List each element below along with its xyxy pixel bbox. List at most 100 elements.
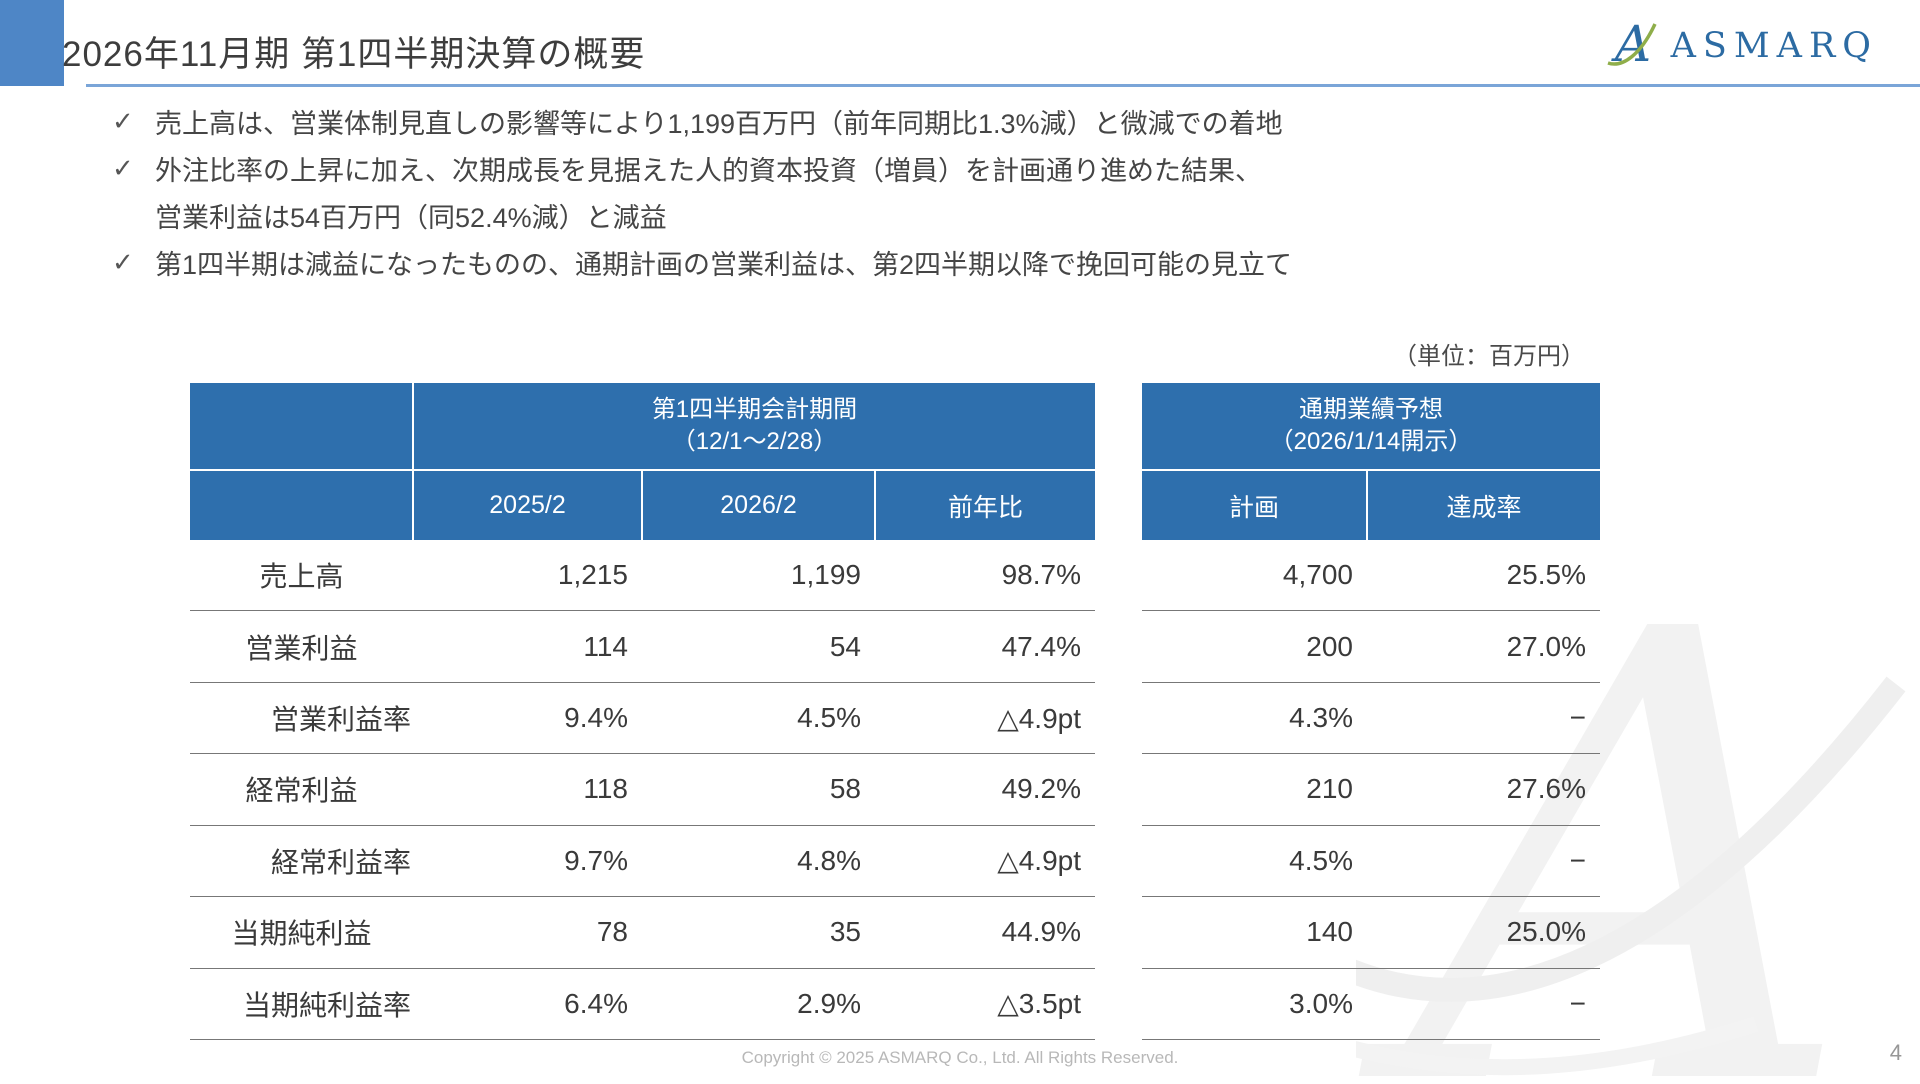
bullet-text: 外注比率の上昇に加え、次期成長を見据えた人的資本投資（増員）を計画通り進めた結果… xyxy=(155,156,1262,186)
forecast-table: 通期業績予想 （2026/1/14開示） 計画 達成率 4,700 25.5% … xyxy=(1142,383,1600,1040)
cell-plan: 210 xyxy=(1306,773,1353,805)
row-label: 当期純利益率 xyxy=(242,989,411,1021)
cell-2026-2: 1,199 xyxy=(790,559,861,591)
title-underline xyxy=(86,84,1920,87)
cell-yoy: 98.7% xyxy=(1001,559,1081,591)
cell-progress: 25.0% xyxy=(1506,916,1586,948)
table-row: 140 25.0% xyxy=(1142,897,1600,969)
watermark-logo: A xyxy=(1356,524,1906,1084)
bullet-item: ✓ 売上高は、営業体制見直しの影響等により1,199百万円（前年同期比1.3%減… xyxy=(112,98,1292,145)
cell-2026-2: 2.9% xyxy=(797,987,861,1019)
forecast-span-header-line2: （2026/1/14開示） xyxy=(1269,428,1473,455)
cell-plan: 4.5% xyxy=(1289,844,1353,876)
bullet-item: ✓ 第1四半期は減益になったものの、通期計画の営業利益は、第2四半期以降で挽回可… xyxy=(112,239,1292,286)
row-label: 当期純利益 xyxy=(231,918,372,950)
cell-progress: − xyxy=(1569,844,1586,876)
col-header-plan: 計画 xyxy=(1228,493,1279,522)
page-number: 4 xyxy=(1889,1040,1902,1065)
cell-progress: − xyxy=(1569,702,1586,734)
table-row: 4.3% − xyxy=(1142,683,1600,755)
forecast-table-body: 4,700 25.5% 200 27.0% 4.3% − 210 27.6% 4… xyxy=(1142,540,1600,1040)
cell-2025-2: 118 xyxy=(583,773,628,805)
table-row: 210 27.6% xyxy=(1142,754,1600,826)
row-label: 営業利益率 xyxy=(270,704,411,736)
cell-yoy: △4.9pt xyxy=(997,702,1081,734)
unit-note: （単位：百万円） xyxy=(1393,343,1585,370)
cell-progress: 27.6% xyxy=(1506,773,1586,805)
cell-2025-2: 9.4% xyxy=(564,702,628,734)
cell-plan: 140 xyxy=(1306,916,1353,948)
header-divider xyxy=(874,471,876,540)
cell-yoy: △3.5pt xyxy=(997,988,1081,1020)
bullet-list: ✓ 売上高は、営業体制見直しの影響等により1,199百万円（前年同期比1.3%減… xyxy=(112,98,1292,286)
header-divider xyxy=(1142,469,1600,471)
bullet-text: 営業利益は54百万円（同52.4%減）と減益 xyxy=(155,203,667,233)
row-label: 営業利益 xyxy=(245,632,358,664)
table-row: 当期純利益率 6.4% 2.9% △3.5pt xyxy=(190,969,1095,1040)
cell-2026-2: 58 xyxy=(829,773,861,805)
header-divider xyxy=(641,471,643,540)
table-row: 営業利益 114 54 47.4% xyxy=(190,611,1095,683)
table-row: 3.0% − xyxy=(1142,969,1600,1040)
row-label: 経常利益 xyxy=(245,775,358,807)
table-row: 4.5% − xyxy=(1142,826,1600,898)
logo-wordmark: ASMARQ xyxy=(1670,26,1878,66)
check-icon: ✓ xyxy=(112,106,134,136)
cell-2025-2: 9.7% xyxy=(564,844,628,876)
col-header-2026-2: 2026/2 xyxy=(720,491,797,519)
header-divider xyxy=(1366,471,1368,540)
check-icon: ✓ xyxy=(112,247,134,277)
copyright-text: Copyright © 2025 ASMARQ Co., Ltd. All Ri… xyxy=(741,1048,1179,1067)
cell-yoy: 47.4% xyxy=(1001,630,1081,662)
bullet-text: 第1四半期は減益になったものの、通期計画の営業利益は、第2四半期以降で挽回可能の… xyxy=(155,250,1293,280)
cell-progress: − xyxy=(1569,987,1586,1019)
forecast-table-header: 通期業績予想 （2026/1/14開示） 計画 達成率 xyxy=(1142,383,1600,540)
cell-progress: 25.5% xyxy=(1506,559,1586,591)
cell-2025-2: 78 xyxy=(596,916,628,948)
forecast-span-header: 通期業績予想 （2026/1/14開示） xyxy=(1142,383,1600,469)
table-row: 4,700 25.5% xyxy=(1142,540,1600,612)
table-row: 200 27.0% xyxy=(1142,611,1600,683)
q1-span-header-line1: 第1四半期会計期間 xyxy=(651,396,858,423)
cell-2025-2: 6.4% xyxy=(564,987,628,1019)
page-title: 2026年11月期 第1四半期決算の概要 xyxy=(62,35,646,74)
cell-2025-2: 114 xyxy=(583,630,628,662)
q1-table-body: 売上高 1,215 1,199 98.7% 営業利益 114 54 47.4% … xyxy=(190,540,1095,1040)
row-label: 売上高 xyxy=(259,561,344,593)
cell-progress: 27.0% xyxy=(1506,630,1586,662)
col-header-2025-2: 2025/2 xyxy=(489,491,566,519)
table-row: 当期純利益 78 35 44.9% xyxy=(190,897,1095,969)
asmarq-logo: A ASMARQ xyxy=(1607,16,1878,70)
row-label: 経常利益率 xyxy=(270,846,411,878)
table-row: 営業利益率 9.4% 4.5% △4.9pt xyxy=(190,683,1095,755)
col-header-progress: 達成率 xyxy=(1446,493,1522,522)
cell-plan: 200 xyxy=(1306,630,1353,662)
title-accent-bar xyxy=(0,0,64,86)
q1-table-header: 第1四半期会計期間 （12/1～2/28） 2025/2 2026/2 前年比 xyxy=(190,383,1095,540)
q1-span-header-line2: （12/1～2/28） xyxy=(671,428,838,455)
cell-plan: 4,700 xyxy=(1282,559,1353,591)
cell-yoy: △4.9pt xyxy=(997,845,1081,877)
bullet-item: ✓ 外注比率の上昇に加え、次期成長を見据えた人的資本投資（増員）を計画通り進めた… xyxy=(112,145,1292,192)
col-header-yoy: 前年比 xyxy=(947,493,1023,522)
bullet-text: 売上高は、営業体制見直しの影響等により1,199百万円（前年同期比1.3%減）と… xyxy=(155,109,1283,139)
table-row: 経常利益 118 58 49.2% xyxy=(190,754,1095,826)
cell-yoy: 49.2% xyxy=(1001,773,1081,805)
table-row: 売上高 1,215 1,199 98.7% xyxy=(190,540,1095,612)
cell-2025-2: 1,215 xyxy=(557,559,628,591)
q1-span-header: 第1四半期会計期間 （12/1～2/28） xyxy=(414,383,1095,469)
cell-yoy: 44.9% xyxy=(1001,916,1081,948)
header-divider xyxy=(190,469,1095,471)
cell-plan: 4.3% xyxy=(1289,702,1353,734)
table-row: 経常利益率 9.7% 4.8% △4.9pt xyxy=(190,826,1095,898)
cell-plan: 3.0% xyxy=(1289,987,1353,1019)
cell-2026-2: 54 xyxy=(829,630,861,662)
forecast-span-header-line1: 通期業績予想 xyxy=(1299,396,1443,423)
cell-2026-2: 35 xyxy=(829,916,861,948)
header-divider xyxy=(412,383,414,540)
q1-results-table: 第1四半期会計期間 （12/1～2/28） 2025/2 2026/2 前年比 … xyxy=(190,383,1095,1040)
logo-mark-icon: A xyxy=(1607,16,1657,70)
check-icon: ✓ xyxy=(112,153,134,183)
cell-2026-2: 4.8% xyxy=(797,844,861,876)
